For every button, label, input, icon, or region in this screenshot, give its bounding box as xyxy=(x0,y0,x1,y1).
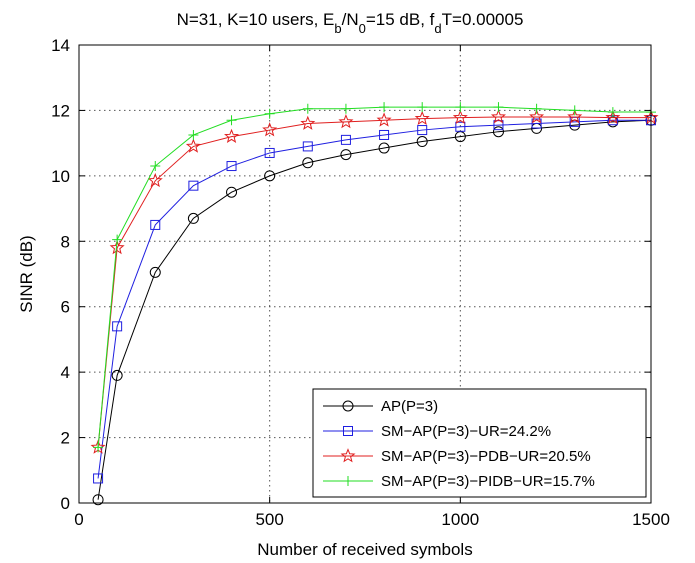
data-point-square xyxy=(493,120,504,131)
title-part: 0 xyxy=(359,21,366,36)
data-point-square xyxy=(417,125,428,136)
y-tick-label: 8 xyxy=(61,232,70,251)
data-point-square xyxy=(455,121,466,132)
data-point-square xyxy=(112,321,123,332)
data-point-plus xyxy=(340,103,351,114)
data-point-plus xyxy=(455,102,466,113)
data-point-star xyxy=(262,122,278,137)
series-line xyxy=(97,119,651,479)
y-tick-label: 12 xyxy=(51,101,70,120)
data-point-star xyxy=(185,138,201,153)
data-point-plus xyxy=(150,161,161,172)
legend-marker-circle xyxy=(342,400,354,412)
data-point-circle xyxy=(226,186,238,198)
data-point-plus xyxy=(607,107,618,118)
y-tick-label: 10 xyxy=(51,167,70,186)
data-point-square xyxy=(150,219,161,230)
title-part: T=0.00005 xyxy=(442,10,524,29)
legend-label: SM−AP(P=3)−PDB−UR=20.5% xyxy=(381,448,591,465)
data-point-plus xyxy=(188,129,199,140)
x-tick-label: 1000 xyxy=(441,510,479,529)
data-point-square xyxy=(379,129,390,140)
title-part: d xyxy=(434,21,441,36)
data-point-star xyxy=(529,109,545,124)
series-line xyxy=(97,119,652,500)
data-point-circle xyxy=(187,212,199,224)
x-axis-label: Number of received symbols xyxy=(257,540,472,559)
y-tick-label: 4 xyxy=(61,363,70,382)
data-point-square xyxy=(226,161,237,172)
series-star xyxy=(90,109,659,454)
data-point-star xyxy=(224,128,240,143)
data-point-circle xyxy=(264,170,276,182)
legend-marker-square xyxy=(343,426,353,436)
data-point-plus xyxy=(112,234,123,245)
x-tick-label: 0 xyxy=(74,510,83,529)
data-point-square xyxy=(264,147,275,158)
legend-label: AP(P=3) xyxy=(381,398,438,415)
data-point-star xyxy=(490,109,506,124)
legend-label: SM−AP(P=3)−UR=24.2% xyxy=(381,423,551,440)
y-tick-label: 2 xyxy=(61,429,70,448)
data-point-plus xyxy=(379,102,390,113)
data-point-star xyxy=(109,239,125,255)
data-point-circle xyxy=(111,369,123,381)
legend-marker-plus xyxy=(343,476,353,486)
legend: AP(P=3) SM−AP(P=3)−UR=24.2% SM−AP(P=3)−PDB… xyxy=(312,388,647,498)
title-part: N=31, K=10 users, E xyxy=(177,10,335,29)
title-part: =15 dB, f xyxy=(366,10,435,29)
x-tick-label: 500 xyxy=(255,510,283,529)
chart-title: N=31, K=10 users, Eb/N0=15 dB, fdT=0.000… xyxy=(177,10,524,36)
plot-frame xyxy=(78,44,652,504)
data-point-square xyxy=(531,118,542,129)
legend-marker-star xyxy=(340,448,356,463)
data-point-star xyxy=(605,109,621,124)
data-point-star xyxy=(338,114,354,129)
data-point-circle xyxy=(302,157,314,169)
legend-box xyxy=(312,388,647,498)
series-square xyxy=(93,115,656,484)
data-point-circle xyxy=(92,494,104,506)
data-point-star xyxy=(300,115,316,130)
series-line xyxy=(97,106,651,448)
y-tick-label: 0 xyxy=(61,494,70,513)
data-point-star xyxy=(147,172,163,188)
data-point-plus xyxy=(264,108,275,119)
data-point-circle xyxy=(416,136,428,148)
data-point-circle xyxy=(492,126,504,138)
data-point-plus xyxy=(493,102,504,113)
data-point-plus xyxy=(226,115,237,126)
series-plus xyxy=(93,102,656,453)
data-point-plus xyxy=(93,442,104,453)
data-point-star xyxy=(567,109,583,124)
data-point-square xyxy=(302,141,313,152)
data-point-circle xyxy=(378,142,390,154)
data-point-circle xyxy=(149,266,161,278)
data-point-star xyxy=(452,109,468,124)
x-tick-label: 1500 xyxy=(632,510,670,529)
series-line xyxy=(97,116,651,448)
y-tick-label: 6 xyxy=(61,298,70,317)
data-point-square xyxy=(340,134,351,145)
data-point-plus xyxy=(531,103,542,114)
data-point-star xyxy=(414,110,430,125)
y-tick-label: 14 xyxy=(51,36,70,55)
data-point-plus xyxy=(302,103,313,114)
data-point-circle xyxy=(340,149,352,161)
data-point-square xyxy=(93,473,104,484)
data-point-plus xyxy=(569,105,580,116)
title-part: /N xyxy=(342,10,359,29)
title-part: b xyxy=(334,21,341,36)
data-point-square xyxy=(188,180,199,191)
legend-label: SM−AP(P=3)−PIDB−UR=15.7% xyxy=(381,473,595,490)
data-point-star xyxy=(376,112,392,127)
y-axis-label: SINR (dB) xyxy=(17,235,36,312)
axis-ticks: 0 500 1000 1500 0 2 4 6 8 10 12 14 xyxy=(51,36,670,529)
data-point-plus xyxy=(417,102,428,113)
series-layer xyxy=(90,102,659,506)
